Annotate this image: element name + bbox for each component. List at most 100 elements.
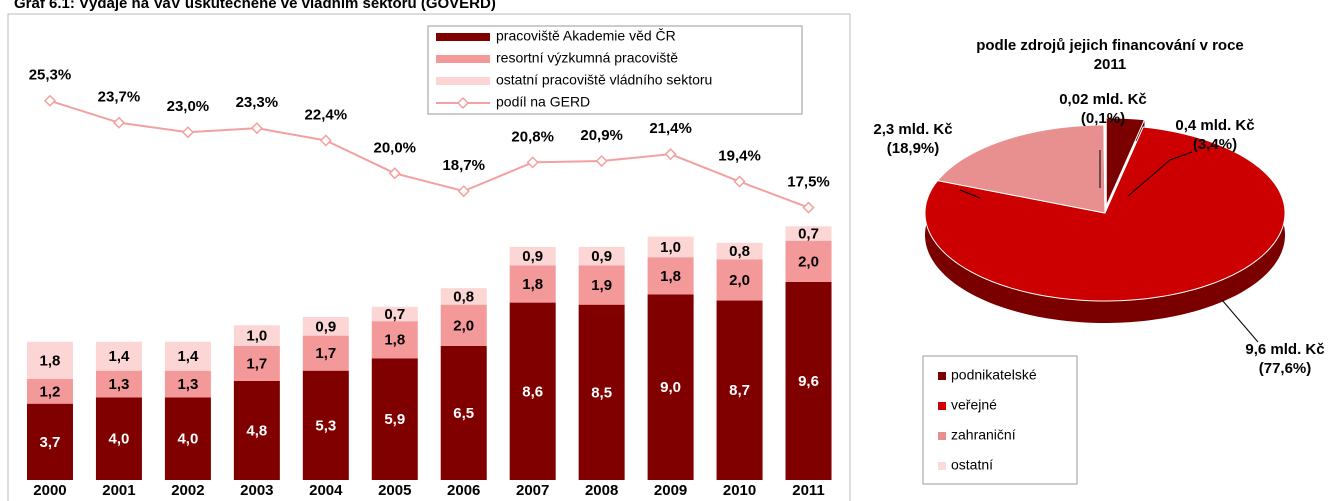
legend-swatch: [436, 77, 490, 85]
bar-segment: [164, 341, 211, 371]
data-label: 0,9: [591, 248, 612, 265]
data-label: 1,7: [315, 345, 336, 362]
x-tick-label: 2000: [33, 482, 66, 499]
data-label: 8,7: [729, 382, 750, 399]
data-label: 1,4: [177, 348, 199, 365]
data-label: 1,2: [40, 383, 61, 400]
bar-segment: [440, 345, 487, 480]
data-label: 19,4%: [718, 148, 761, 165]
data-label: 5,9: [384, 411, 405, 428]
data-label: 4,0: [109, 431, 130, 448]
data-label: 9,0: [660, 379, 681, 396]
legend-box: [427, 25, 803, 115]
data-label: 3,7: [40, 434, 61, 451]
legend-label: ostatní: [951, 457, 993, 473]
x-tick-label: 2009: [654, 482, 687, 499]
data-label: 0,7: [384, 306, 405, 323]
bar-segment: [647, 236, 694, 258]
data-label: 1,3: [177, 376, 198, 393]
bar-segment: [164, 397, 211, 480]
bar-segment: [95, 397, 142, 480]
data-label: 1,9: [591, 277, 612, 294]
bar-segment: [371, 306, 418, 322]
data-label: 8,6: [522, 383, 543, 400]
data-label: 22,4%: [305, 106, 348, 123]
leader-line: [1221, 299, 1259, 343]
data-label: 0,7: [798, 225, 819, 242]
x-tick-label: 2002: [171, 482, 204, 499]
data-label: 18,7%: [442, 157, 485, 174]
data-label: 0,8: [453, 288, 474, 305]
bar-chart-frame: [7, 13, 851, 501]
data-label: 23,0%: [167, 98, 210, 115]
data-label: 21,4%: [649, 120, 692, 137]
bar-segment: [26, 403, 73, 480]
data-label: 23,7%: [98, 89, 141, 106]
data-label: 1,0: [660, 239, 681, 256]
line-marker: [319, 134, 332, 147]
legend-swatch: [938, 372, 946, 380]
data-label: 4,8: [246, 422, 267, 439]
line: [49, 99, 809, 209]
bar-segment: [302, 317, 349, 336]
data-label: 1,8: [40, 352, 61, 369]
data-label: 0,8: [729, 243, 750, 260]
legend-label: podíl na GERD: [496, 94, 590, 110]
line-marker: [181, 126, 194, 139]
bar-segment: [95, 341, 142, 371]
data-label: 9,6: [798, 373, 819, 390]
bar-segment: [716, 242, 763, 260]
data-label: 2,0: [798, 253, 819, 270]
data-label: 25,3%: [29, 67, 72, 84]
line-marker: [250, 122, 263, 135]
bar-segment: [578, 265, 625, 305]
data-label: 23,3%: [236, 94, 279, 111]
legend-label: veřejné: [951, 397, 997, 413]
data-label: 1,3: [109, 376, 130, 393]
line-marker: [664, 148, 677, 161]
bar-segment: [302, 335, 349, 371]
x-tick-label: 2008: [585, 482, 618, 499]
data-label: 17,5%: [787, 174, 830, 191]
bar-segment: [509, 302, 556, 480]
data-label: 0,9: [315, 318, 336, 335]
line-marker: [526, 156, 539, 169]
bar-segment: [716, 300, 763, 480]
pie-slice: [936, 124, 1106, 214]
bar-segment: [647, 257, 694, 295]
data-label: 1,0: [246, 328, 267, 345]
legend-marker: [456, 96, 470, 110]
data-label: 1,8: [384, 332, 405, 349]
x-tick-label: 2004: [309, 482, 343, 499]
data-label: 8,5: [591, 384, 612, 401]
data-label: 0,9: [522, 248, 543, 265]
legend-swatch: [938, 432, 946, 440]
x-tick-label: 2010: [723, 482, 756, 499]
bar-segment: [785, 281, 832, 480]
pie-title: podle zdrojů jejich financování v roce 2…: [976, 37, 1244, 73]
x-tick-label: 2005: [378, 482, 411, 499]
bar-segment: [785, 240, 832, 282]
bar-segment: [164, 370, 211, 398]
data-label: 1,8: [522, 276, 543, 293]
x-tick-label: 2003: [240, 482, 273, 499]
line-marker: [733, 175, 746, 188]
bar-segment: [302, 370, 349, 480]
data-label: 2,0: [453, 317, 474, 334]
bar-segment: [95, 370, 142, 398]
x-tick-label: 2007: [516, 482, 549, 499]
legend-swatch: [436, 55, 490, 63]
data-label: 0,4 mld. Kč (3,4%): [1175, 117, 1255, 153]
legend-swatch: [938, 402, 946, 410]
line-marker: [595, 154, 608, 168]
pie-slice: [924, 126, 1286, 302]
data-label: 20,9%: [580, 127, 623, 144]
bar-segment: [785, 226, 832, 241]
data-label: 2,0: [729, 272, 750, 289]
bar-segment: [440, 288, 487, 305]
line-marker: [457, 185, 470, 198]
data-label: 20,0%: [373, 139, 416, 156]
legend-swatch: [938, 462, 946, 470]
legend-label: podnikatelské: [951, 367, 1037, 383]
legend-label: resortní výzkumná pracoviště: [496, 50, 678, 66]
